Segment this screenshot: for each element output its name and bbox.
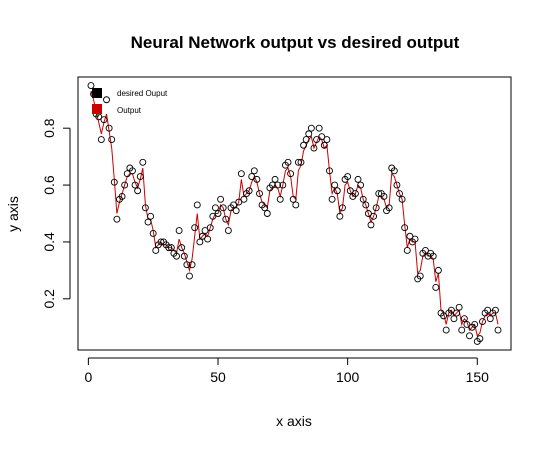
data-point-desired-output <box>355 176 361 182</box>
data-point-desired-output <box>176 228 182 234</box>
data-point-desired-output <box>140 159 146 165</box>
data-point-desired-output <box>308 125 314 131</box>
y-tick-label: 0.8 <box>41 118 57 138</box>
legend-swatch-desired-output <box>92 88 102 98</box>
data-point-desired-output <box>251 168 257 174</box>
data-point-desired-output <box>104 97 110 103</box>
data-point-desired-output <box>433 284 439 290</box>
y-axis-label: y axis <box>5 196 21 232</box>
y-tick-label: 0.4 <box>41 232 57 252</box>
data-point-desired-output <box>329 196 335 202</box>
data-point-desired-output <box>194 202 200 208</box>
data-point-desired-output <box>192 225 198 231</box>
series-layer <box>88 83 501 345</box>
legend: desired Ouput Output <box>92 88 168 115</box>
data-point-desired-output <box>148 213 154 219</box>
data-point-desired-output <box>197 239 203 245</box>
data-point-desired-output <box>225 228 231 234</box>
data-point-desired-output <box>435 267 441 273</box>
data-point-desired-output <box>456 304 462 310</box>
data-point-desired-output <box>316 125 322 131</box>
data-point-desired-output <box>272 176 278 182</box>
data-point-desired-output <box>145 219 151 225</box>
data-point-desired-output <box>233 208 239 214</box>
data-point-desired-output <box>467 333 473 339</box>
data-point-desired-output <box>114 216 120 222</box>
data-point-desired-output <box>324 137 330 143</box>
plot-area-frame <box>78 77 511 350</box>
data-point-desired-output <box>109 137 115 143</box>
x-tick-label: 0 <box>84 369 92 385</box>
legend-label-desired-output: desired Ouput <box>117 89 168 98</box>
data-point-desired-output <box>186 273 192 279</box>
legend-label-output: Output <box>117 106 142 115</box>
data-point-desired-output <box>495 327 501 333</box>
data-point-desired-output <box>212 205 218 211</box>
y-tick-label: 0.2 <box>41 289 57 309</box>
y-tick-label: 0.6 <box>41 175 57 195</box>
data-point-desired-output <box>88 83 94 89</box>
data-point-desired-output <box>459 327 465 333</box>
y-axis: 0.2 0.4 0.6 0.8 <box>41 118 70 308</box>
x-axis-label: x axis <box>276 413 312 429</box>
data-point-desired-output <box>98 137 104 143</box>
data-point-desired-output <box>238 171 244 177</box>
data-point-desired-output <box>404 247 410 253</box>
x-tick-label: 150 <box>466 369 490 385</box>
x-axis: 0 50 100 150 <box>84 358 489 385</box>
data-point-desired-output <box>293 202 299 208</box>
data-point-desired-output <box>306 131 312 137</box>
data-point-desired-output <box>264 211 270 217</box>
data-point-desired-output <box>443 327 449 333</box>
chart-title: Neural Network output vs desired output <box>131 33 460 52</box>
legend-swatch-output <box>92 104 102 114</box>
x-tick-label: 50 <box>210 369 226 385</box>
data-point-desired-output <box>218 196 224 202</box>
x-tick-label: 100 <box>336 369 360 385</box>
